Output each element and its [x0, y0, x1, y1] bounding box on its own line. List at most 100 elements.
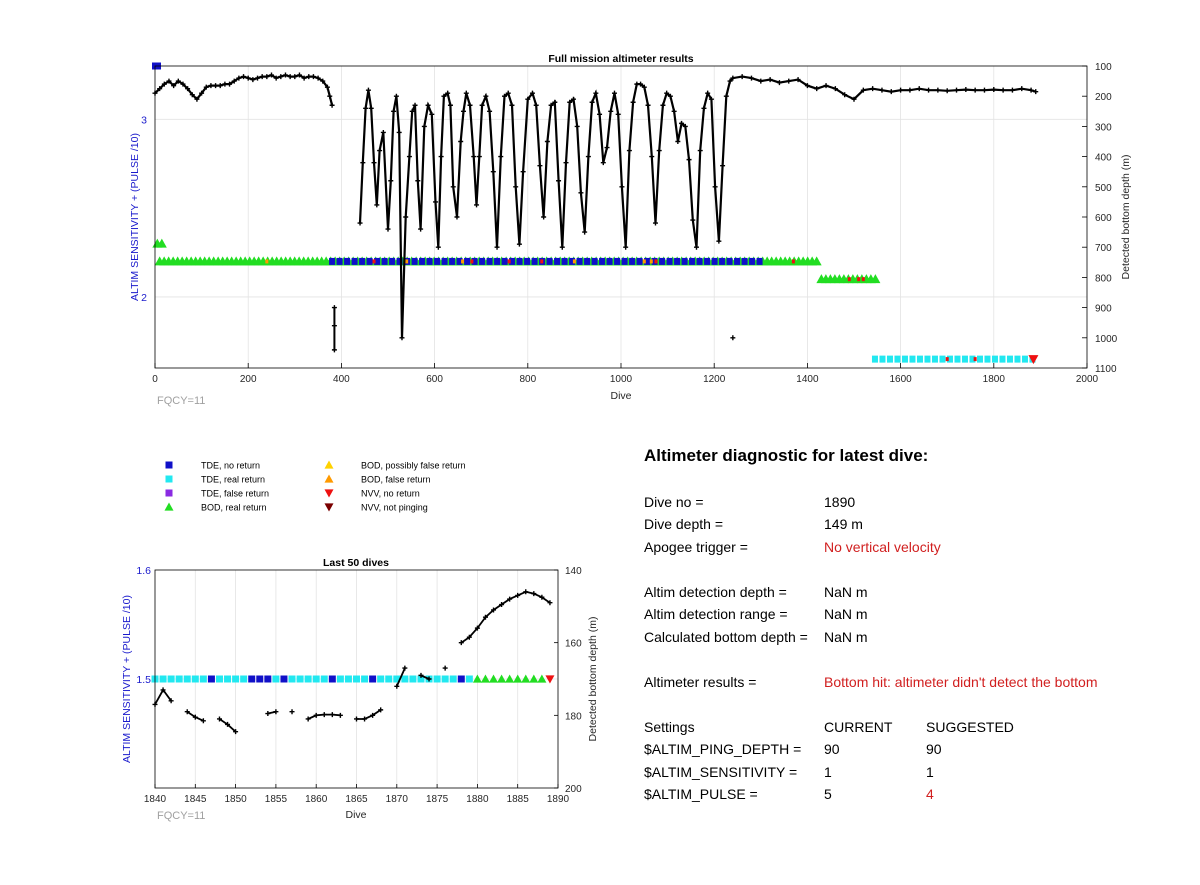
chart1-depth-point	[222, 81, 228, 87]
chart1-depth-point	[505, 90, 511, 96]
legend-label: BOD, possibly false return	[361, 461, 466, 471]
chart2-depth-lines	[152, 589, 553, 735]
chart2-depth-point	[515, 592, 521, 598]
chart2-status-marker	[207, 675, 215, 683]
legend-label: NVV, no return	[361, 489, 420, 499]
chart1-false-return-marker	[857, 277, 861, 282]
chart2-status-marker	[344, 675, 352, 683]
chart1-status-marker	[756, 257, 763, 265]
chart1-depth-point	[301, 75, 307, 81]
chart1-xtick-label: 200	[240, 374, 257, 385]
chart1-depth-point	[758, 78, 764, 84]
chart1-status-marker	[629, 257, 636, 265]
chart1-ticks: 0 200 400 600 800 1000 1200 1400 1600 1800 2000 2 3 1…	[141, 62, 1118, 385]
chart2-depth-point	[547, 600, 553, 606]
chart1-depth-point	[490, 169, 496, 175]
chart1-status-marker	[741, 257, 748, 265]
chart1-depth-point	[463, 90, 469, 96]
chart2-status-marker	[240, 675, 248, 683]
chart2-status-marker	[529, 674, 539, 683]
det-depth-value: NaN m	[824, 584, 868, 600]
dive-no-value: 1890	[824, 494, 856, 510]
chart1-depth-point	[324, 84, 330, 90]
chart1-depth-point	[513, 184, 519, 190]
chart1-depth-point	[723, 93, 729, 99]
chart1-false-return-marker	[649, 259, 653, 264]
chart1-depth-point	[180, 81, 186, 87]
calc-depth-label: Calculated bottom depth =	[644, 629, 808, 645]
chart2-status-marker	[513, 674, 523, 683]
chart1-xtick-label: 0	[152, 374, 158, 385]
chart1-status-marker	[621, 257, 628, 265]
chart1-status-marker	[689, 257, 696, 265]
chart1-depth-point	[185, 86, 191, 92]
chart1-status-marker	[734, 257, 741, 265]
chart1-status-marker	[984, 355, 991, 363]
chart1-depth-point	[520, 169, 526, 175]
chart1-depth-point	[1009, 87, 1015, 93]
chart1-status-marker	[389, 257, 396, 265]
chart1-status-marker	[636, 257, 643, 265]
chart1-status-marker	[381, 257, 388, 265]
apogee-value: No vertical velocity	[824, 539, 941, 555]
chart2-fqcy: FQCY=11	[157, 810, 205, 822]
chart1-depth-point	[888, 89, 894, 95]
chart2-status-marker	[537, 674, 547, 683]
chart1-status-marker	[336, 257, 343, 265]
ping-depth-current: 90	[824, 741, 840, 757]
chart1-false-return-marker	[572, 259, 576, 264]
chart1-depth-point	[600, 160, 606, 166]
dive-depth-value: 149 m	[824, 516, 863, 532]
chart2-status-marker	[256, 675, 264, 683]
chart1-depth-point	[447, 102, 453, 108]
chart1-xtick-label: 2000	[1076, 374, 1099, 385]
chart2-depth-point	[426, 676, 432, 682]
chart1-depth-point	[574, 123, 580, 129]
chart2-depth-point	[507, 596, 513, 602]
chart1-ytick-right-label: 100	[1095, 62, 1112, 73]
chart1-depth-point	[391, 108, 397, 114]
chart2-status-marker	[199, 675, 207, 683]
chart1-depth-point	[630, 99, 636, 105]
chart1-status-marker	[811, 256, 822, 266]
chart1-status-marker	[441, 257, 448, 265]
chart1-depth-point	[582, 229, 588, 235]
chart2-status-marker	[521, 674, 531, 683]
chart1-status-marker	[156, 238, 167, 248]
chart2-depth-point	[523, 589, 529, 595]
chart1-depth-point	[425, 102, 431, 108]
chart1-depth-point	[487, 108, 493, 114]
chart1-false-return-marker	[973, 357, 977, 362]
chart1-status-marker	[396, 257, 403, 265]
chart1-depth-point	[360, 160, 366, 166]
chart1-depth-point	[597, 111, 603, 117]
chart2-ytick-right-label: 140	[565, 566, 582, 577]
chart1-depth-point	[231, 78, 237, 84]
dive-depth-label: Dive depth =	[644, 516, 723, 532]
chart1-depth-point	[529, 90, 535, 96]
dive-no-label: Dive no =	[644, 494, 704, 510]
chart1-false-return-marker	[861, 277, 865, 282]
chart2-status-marker	[489, 674, 499, 683]
chart1-depth-point	[429, 111, 435, 117]
chart2-depth-point	[378, 707, 384, 713]
chart1-depth-point	[870, 86, 876, 92]
chart2-status-marker	[312, 675, 320, 683]
chart2-status-marker	[167, 675, 175, 683]
legend-swatch	[324, 460, 334, 469]
legend-label: NVV, not pinging	[361, 503, 428, 513]
chart1-depth-point	[776, 80, 782, 86]
chart1-status-marker	[719, 257, 726, 265]
chart1-depth-point	[537, 163, 543, 169]
chart1-xtick-label: 1200	[703, 374, 726, 385]
chart1-depth-point	[641, 84, 647, 90]
results-label: Altimeter results =	[644, 674, 757, 690]
chart2-status-marker	[449, 675, 457, 683]
chart1-depth-point	[203, 84, 209, 90]
chart1-depth-point	[623, 244, 629, 250]
chart2-status-marker	[417, 675, 425, 683]
chart2-status-marker	[353, 675, 360, 683]
chart1-depth-point	[851, 96, 857, 102]
chart1-depth-point	[157, 86, 163, 92]
chart1-status-marker	[894, 355, 901, 363]
